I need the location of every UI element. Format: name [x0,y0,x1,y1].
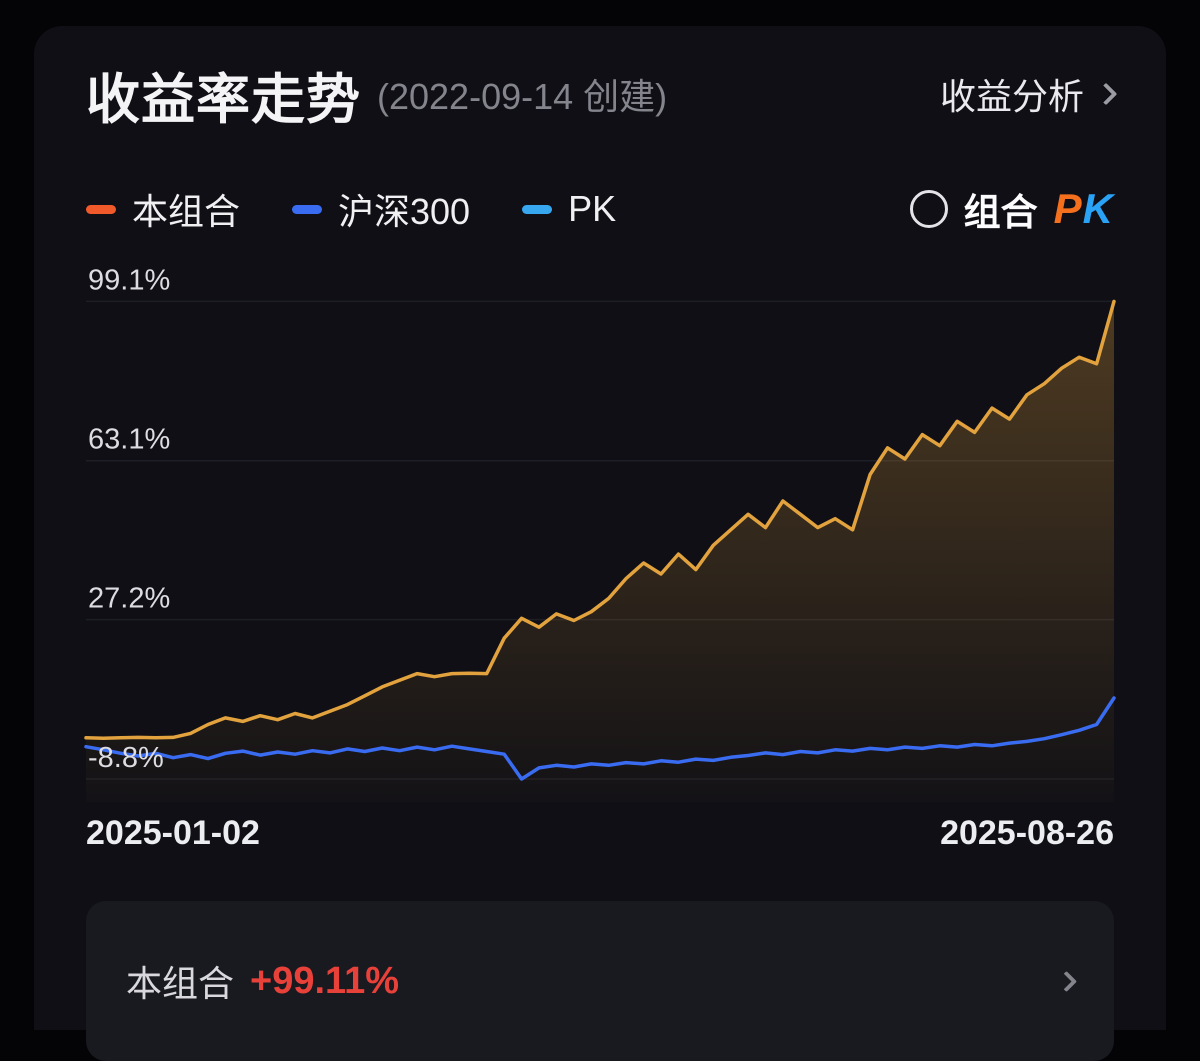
legend-label: PK [568,188,617,229]
pk-logo-p: P [1053,185,1083,232]
return-trend-chart: 99.1% 63.1% 27.2% -8.8% [84,262,1116,802]
return-trend-card: 收益率走势 (2022-09-14 创建) 收益分析 本组合 沪深300 PK … [34,26,1166,1061]
trend-chart-svg: 99.1% 63.1% 27.2% -8.8% [84,264,1116,802]
pk-logo-k: K [1082,185,1114,232]
portfolio-summary-row[interactable]: 本组合 +99.11% [86,901,1114,1061]
csi300-legend-marker-icon [292,204,323,214]
x-axis-start-label: 2025-01-02 [86,814,260,852]
legend-row: 本组合 沪深300 PK 组合 PK [86,182,1114,236]
header: 收益率走势 (2022-09-14 创建) 收益分析 [86,62,1118,130]
pk-logo: PK [1054,185,1114,233]
portfolio-summary-label: 本组合 [126,963,235,1004]
portfolio-return-value: +99.11% [250,959,399,1002]
legend-label: 本组合 [132,191,241,232]
analysis-link[interactable]: 收益分析 [939,68,1118,120]
legend-item-csi300[interactable]: 沪深300 [292,183,470,235]
pk-legend-marker-icon [522,204,553,214]
svg-text:99.1%: 99.1% [88,264,170,296]
pk-toggle-label: 组合 [963,192,1038,233]
page-title: 收益率走势 [86,69,361,130]
legend-item-pk[interactable]: PK [522,188,616,230]
svg-text:27.2%: 27.2% [88,583,170,615]
radio-circle-icon [909,190,948,228]
x-axis-end-label: 2025-08-26 [940,814,1114,852]
svg-text:-8.8%: -8.8% [88,742,164,774]
x-axis-labels: 2025-01-02 2025-08-26 [86,814,1114,853]
created-date: (2022-09-14 创建) [377,76,668,117]
portfolio-legend-marker-icon [86,204,116,214]
chevron-right-icon [1094,82,1118,106]
analysis-link-label: 收益分析 [939,76,1084,117]
svg-text:63.1%: 63.1% [88,424,170,456]
portfolio-pk-toggle[interactable]: 组合 PK [909,182,1114,236]
legend-label: 沪深300 [338,191,471,232]
legend-item-portfolio[interactable]: 本组合 [86,183,240,235]
chevron-right-icon [1055,970,1078,992]
